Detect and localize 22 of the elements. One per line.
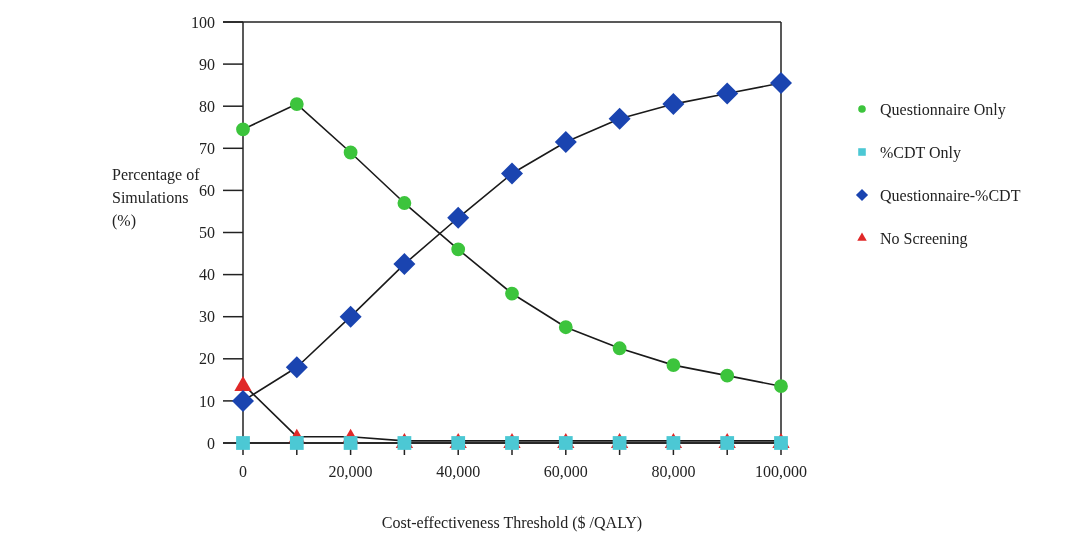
x-tick-label: 80,000 — [651, 463, 696, 480]
y-tick-label: 20 — [199, 350, 215, 368]
x-tick-label: 40,000 — [436, 463, 481, 480]
x-tick-label: 100,000 — [755, 463, 807, 480]
y-tick-label: 60 — [199, 182, 215, 199]
legend-label: Questionnaire Only — [880, 100, 1006, 119]
x-tick-label: 20,000 — [328, 463, 373, 480]
y-tick-label: 90 — [199, 55, 215, 73]
x-axis-title: Cost-effectiveness Threshold ($ /QALY) — [381, 514, 643, 532]
y-tick-label: 0 — [207, 434, 215, 452]
y-tick-label: 80 — [199, 97, 215, 115]
y-tick-label: 10 — [199, 392, 215, 410]
y-tick-label: 70 — [199, 139, 215, 157]
x-tick-label: 0 — [239, 463, 247, 480]
legend-label: No Screening — [880, 229, 968, 248]
y-tick-label: 30 — [199, 308, 215, 326]
x-tick-label: 60,000 — [543, 463, 588, 480]
legend-label: %CDT Only — [880, 143, 962, 162]
y-tick-label: 40 — [199, 266, 215, 284]
legend-label: Questionnaire-%CDT — [880, 186, 1021, 204]
y-tick-label: 50 — [199, 224, 215, 242]
y-tick-label: 100 — [191, 13, 215, 31]
